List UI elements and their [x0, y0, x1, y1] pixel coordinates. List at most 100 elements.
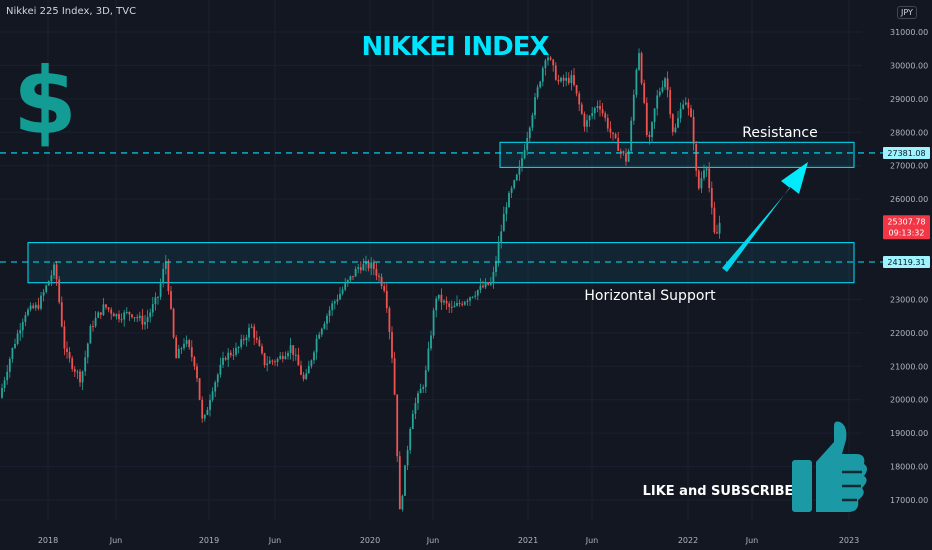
candle-body [294, 354, 297, 356]
candle-body [430, 335, 432, 349]
thumbs-up-icon [792, 421, 867, 512]
y-tick-label[interactable]: 31000.00 [890, 28, 928, 37]
symbol-header[interactable]: Nikkei 225 Index, 3D, TVC [6, 6, 137, 17]
grid-lines [0, 0, 862, 520]
candle [177, 344, 180, 359]
candle [123, 309, 126, 327]
candle-body [549, 57, 552, 60]
candle [333, 299, 336, 310]
candle [271, 359, 274, 365]
candle-body [258, 339, 261, 347]
candle [388, 306, 391, 340]
candle-body [40, 295, 42, 309]
candle-body [482, 285, 484, 288]
x-tick-label[interactable]: 2018 [38, 536, 58, 545]
x-tick-label[interactable]: Jun [268, 536, 282, 545]
x-tick-label[interactable]: 2022 [678, 536, 698, 545]
x-tick-label[interactable]: 2019 [199, 536, 219, 545]
candle [489, 277, 492, 287]
candle-body [105, 304, 107, 308]
candle [190, 340, 193, 362]
candle [313, 350, 315, 365]
candle [242, 334, 245, 345]
thumb-cuff [792, 460, 812, 512]
candle [700, 171, 703, 194]
y-tick-label[interactable]: 22000.00 [890, 329, 928, 338]
price-axis[interactable]: 31000.00 30000.00 29000.00 28000.00 27000.00… [883, 28, 930, 505]
candle [656, 89, 659, 116]
y-tick-label[interactable]: 21000.00 [890, 362, 928, 371]
candle [24, 311, 27, 327]
candle-body [523, 149, 526, 159]
candle-body [622, 151, 625, 154]
candle [638, 48, 640, 71]
candle-body [385, 290, 388, 309]
candle [261, 343, 263, 356]
y-tick-label[interactable]: 26000.00 [890, 195, 928, 204]
y-tick-label[interactable]: 30000.00 [890, 61, 928, 70]
candle-body [690, 108, 692, 117]
candle [341, 286, 344, 296]
y-tick-label[interactable]: 17000.00 [890, 496, 928, 505]
time-axis[interactable]: 2018 Jun 2019 Jun 2020 Jun 2021 Jun 2022 Jun 2023 [38, 536, 859, 545]
candle [136, 314, 139, 323]
candle [266, 356, 269, 372]
candle-body [521, 158, 523, 167]
candle-body [188, 340, 191, 348]
candle [565, 71, 568, 87]
candle-body [97, 312, 100, 318]
candle [687, 98, 690, 116]
resistance-zone[interactable] [499, 141, 855, 168]
candle [53, 262, 55, 279]
candle-body [713, 207, 716, 233]
candle [653, 108, 656, 129]
candle-body [393, 358, 396, 395]
candle-body [245, 337, 248, 341]
candle [471, 296, 474, 299]
x-tick-label[interactable]: 2021 [518, 536, 538, 545]
candle-body [58, 279, 61, 303]
candle [463, 300, 466, 306]
candle [110, 307, 113, 320]
x-tick-label[interactable]: 2023 [839, 536, 859, 545]
support-price-tag[interactable]: 24119.31 [883, 256, 930, 269]
candle-body [606, 118, 609, 129]
y-tick-label[interactable]: 19000.00 [890, 429, 928, 438]
x-tick-label[interactable]: Jun [109, 536, 123, 545]
candle [235, 342, 237, 357]
resistance-price-tag[interactable]: 27381.08 [883, 146, 930, 159]
candle-body [404, 465, 406, 496]
candle-body [365, 261, 367, 265]
y-tick-label[interactable]: 18000.00 [890, 463, 928, 472]
resistance-price-tag-bg [883, 146, 930, 159]
y-tick-label[interactable]: 28000.00 [890, 128, 928, 137]
candle-body [502, 213, 505, 232]
candle [518, 160, 521, 181]
x-tick-label[interactable]: 2020 [360, 536, 380, 545]
current-price-tag[interactable]: 25307.78 09:13:32 [883, 215, 930, 240]
y-tick-label[interactable]: 20000.00 [890, 396, 928, 405]
candle-body [172, 308, 175, 338]
candle-body [414, 403, 417, 414]
candle [227, 348, 230, 368]
candle-body [154, 297, 157, 305]
candle [578, 91, 581, 112]
y-tick-label[interactable]: 23000.00 [890, 295, 928, 304]
candle [549, 55, 552, 61]
x-tick-label[interactable]: Jun [585, 536, 599, 545]
candle [294, 348, 297, 361]
candle-body [198, 378, 201, 400]
currency-badge[interactable]: JPY [897, 6, 917, 19]
candle-body [648, 134, 651, 138]
x-tick-label[interactable]: Jun [745, 536, 759, 545]
candle-body [71, 358, 74, 370]
x-tick-label[interactable]: Jun [426, 536, 440, 545]
candle [45, 284, 48, 294]
candle-body [138, 315, 141, 318]
candle-body [557, 79, 560, 82]
y-tick-label[interactable]: 27000.00 [890, 162, 928, 171]
candle-body [118, 314, 120, 320]
candle-body [6, 371, 9, 381]
y-tick-label[interactable]: 29000.00 [890, 95, 928, 104]
candle [419, 383, 422, 394]
